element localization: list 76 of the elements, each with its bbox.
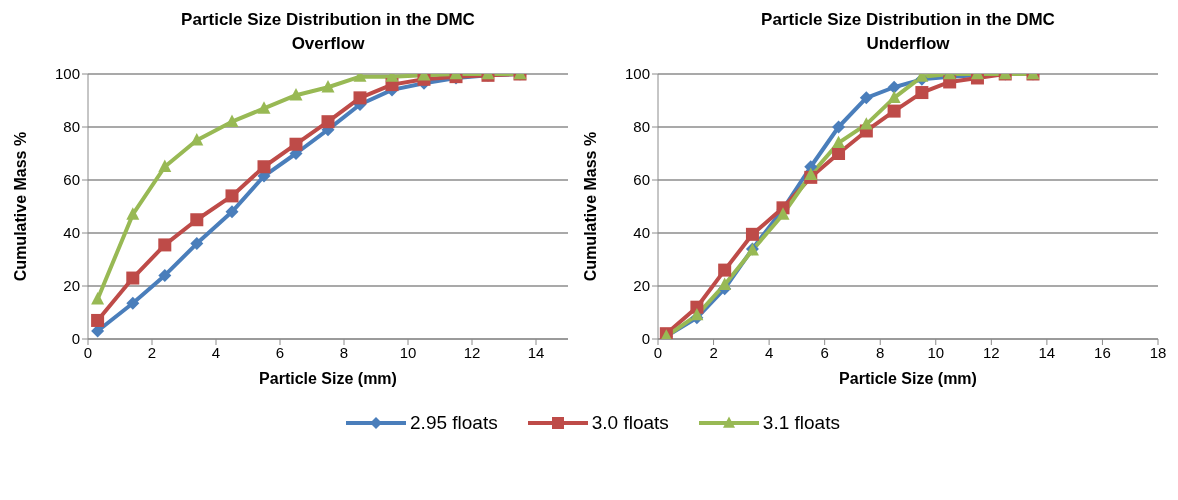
point (887, 90, 901, 104)
y-tick-label: 40 (63, 224, 80, 242)
x-tick-label: 12 (982, 343, 1000, 361)
x-axis-title: Particle Size (mm) (839, 370, 977, 387)
y-tick-label: 100 (624, 65, 650, 83)
x-tick-label: 8 (339, 343, 349, 361)
y-tick-label: 20 (633, 277, 650, 295)
point (353, 91, 367, 105)
point (91, 292, 105, 305)
point (158, 268, 172, 282)
x-tick-label: 10 (399, 343, 417, 361)
point (832, 135, 846, 149)
y-tick-label: 20 (63, 277, 80, 295)
point (718, 277, 732, 290)
point (126, 271, 140, 285)
legend-label: 3.0 floats (591, 412, 669, 434)
x-tick-label: 4 (211, 343, 221, 361)
x-tick-label: 2 (709, 343, 718, 361)
point (915, 86, 929, 100)
y-tick-label: 100 (54, 65, 80, 83)
point (718, 263, 732, 277)
x-tick-label: 4 (764, 343, 774, 361)
chart-title: Particle Size Distribution in the DMC Overflow (180, 9, 476, 55)
point (690, 308, 704, 321)
y-axis-title: Cumulative Mass % (581, 131, 599, 282)
point (190, 133, 204, 146)
point (158, 238, 172, 252)
point (745, 227, 759, 241)
x-tick-label: 6 (820, 343, 829, 361)
x-tick-label: 12 (463, 343, 481, 361)
point (321, 115, 335, 129)
legend-label: 2.95 floats (410, 412, 498, 434)
chart-title: Particle Size Distribution in the DMC Underflow (760, 9, 1056, 55)
point (225, 189, 239, 203)
x-tick-label: 18 (1149, 343, 1167, 361)
point (289, 88, 303, 101)
y-tick-label: 0 (641, 330, 650, 348)
point (859, 117, 873, 130)
x-tick-label: 10 (927, 343, 945, 361)
y-tick-label: 0 (71, 330, 80, 348)
point (257, 160, 271, 174)
x-tick-label: 0 (83, 343, 93, 361)
y-tick-label: 40 (633, 224, 650, 242)
x-tick-label: 14 (1038, 343, 1056, 361)
y-tick-label: 60 (63, 171, 80, 189)
point (257, 101, 271, 114)
y-tick-label: 60 (633, 171, 650, 189)
point (91, 313, 105, 327)
x-tick-label: 14 (527, 343, 545, 361)
point (776, 207, 790, 220)
y-tick-label: 80 (63, 118, 80, 136)
x-tick-label: 8 (876, 343, 885, 361)
point (832, 120, 846, 134)
point (225, 205, 239, 219)
x-axis-title: Particle Size (mm) (259, 370, 397, 387)
point (225, 114, 239, 127)
y-tick-label: 80 (633, 118, 650, 136)
x-tick-label: 6 (275, 343, 285, 361)
point (804, 167, 818, 180)
point (832, 147, 846, 160)
legend-label: 3.1 floats (762, 412, 840, 434)
point (126, 296, 140, 310)
x-tick-label: 2 (147, 343, 157, 361)
point (158, 159, 172, 172)
point (321, 80, 335, 93)
point (859, 91, 873, 105)
point (289, 137, 303, 151)
x-tick-label: 16 (1094, 343, 1111, 361)
point (190, 213, 204, 227)
point (887, 80, 901, 94)
point (887, 104, 901, 118)
x-tick-label: 0 (653, 343, 663, 361)
point (126, 207, 140, 220)
point (190, 237, 204, 251)
point (91, 324, 105, 338)
y-axis-title: Cumulative Mass % (11, 131, 29, 282)
